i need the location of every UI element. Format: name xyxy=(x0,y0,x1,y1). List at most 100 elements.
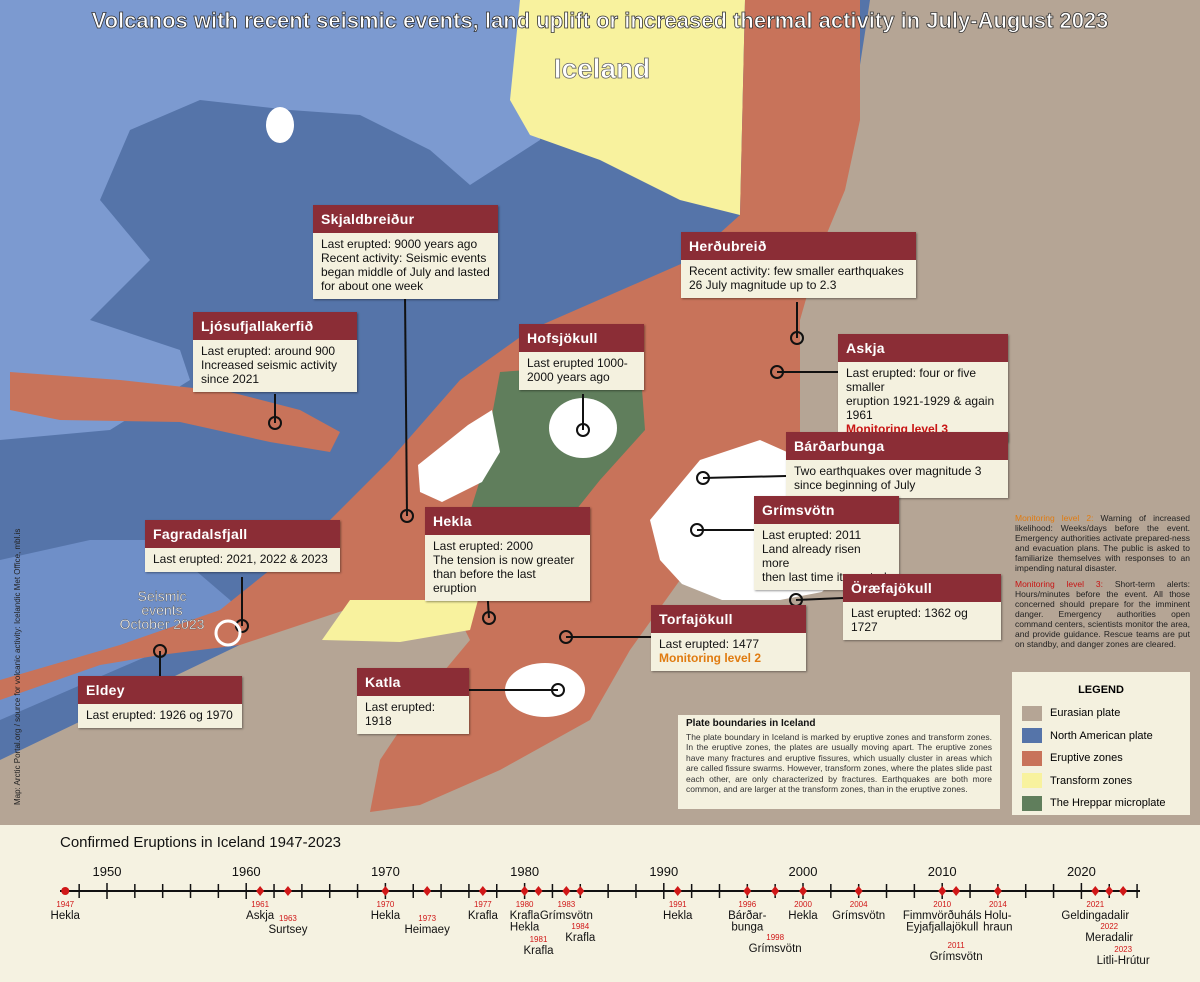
decade-label: 1950 xyxy=(93,864,122,879)
seismic-label: Seismic xyxy=(137,588,186,604)
eruption-marker xyxy=(283,886,292,896)
callout: Torfajökull Last erupted: 1477 Monitoring … xyxy=(651,605,806,671)
eruption-name: Krafla xyxy=(510,910,541,922)
callout-body: Recent activity: few smaller earthquakes… xyxy=(681,260,916,298)
decade-label: 2020 xyxy=(1067,864,1096,879)
callout-line: Last erupted: 2011 xyxy=(762,528,862,542)
eruption-year: 1984 xyxy=(571,922,589,931)
callout-body: Last erupted: 1362 og 1727 xyxy=(843,602,1001,640)
callout-title: Katla xyxy=(357,668,469,696)
eruption-name: Hekla xyxy=(51,910,81,922)
pointer-dot xyxy=(790,331,804,345)
legend-item: The Hreppar microplate xyxy=(1012,792,1190,815)
eruption-year: 1963 xyxy=(279,914,297,923)
legend-swatch xyxy=(1022,773,1042,789)
callout: Fagradalsfjall Last erupted: 2021, 2022 &… xyxy=(145,520,340,572)
eruption-name: Krafla xyxy=(468,910,499,922)
decade-label: 1980 xyxy=(510,864,539,879)
transform-north xyxy=(510,0,745,215)
callout-line: 26 July magnitude up to 2.3 xyxy=(689,278,837,292)
callout-line: Recent activity: few smaller earthquakes xyxy=(689,264,904,278)
callout-line: eruption 1921-1929 & again 1961 xyxy=(846,394,995,422)
callout-body: Last erupted: 2021, 2022 & 2023 xyxy=(145,548,340,572)
callout-title: Hekla xyxy=(425,507,590,535)
eruption-name: Hekla xyxy=(663,910,693,922)
eruption-name: Krafla xyxy=(565,932,596,944)
timeline-bg xyxy=(0,825,1200,982)
eruption-marker xyxy=(771,886,780,896)
eruption-marker xyxy=(381,886,390,896)
seismic-ring xyxy=(214,619,242,647)
eruption-name: hraun xyxy=(983,922,1012,934)
eruption-name: Litli-Hrútur xyxy=(1097,955,1150,967)
callout-body: Last erupted: around 900 Increased seismi… xyxy=(193,340,357,392)
timeline-title: Confirmed Eruptions in Iceland 1947-2023 xyxy=(60,834,341,851)
pointer-dot xyxy=(770,365,784,379)
monitoring-note: Monitoring level 3: Short-term alerts: H… xyxy=(1015,579,1190,649)
eruption-year: 1983 xyxy=(557,900,575,909)
legend-title: LEGEND xyxy=(1078,684,1124,696)
transform-south xyxy=(322,600,478,642)
monitoring-label: Monitoring level 3: xyxy=(1015,579,1103,589)
title: Volcanos with recent seismic events, lan… xyxy=(92,8,1109,33)
plate-info-title: Plate boundaries in Iceland xyxy=(686,718,816,729)
callout-line: Land already risen more xyxy=(762,542,861,570)
eruption-name: Krafla xyxy=(523,945,554,957)
eruption-year: 2021 xyxy=(1086,900,1104,909)
eruption-name: Surtsey xyxy=(268,924,307,936)
callout-line: than before the last eruption xyxy=(433,567,536,595)
callout-body: Last erupted: 1926 og 1970 xyxy=(78,704,242,728)
ocean xyxy=(0,0,560,440)
pointer-dot xyxy=(268,416,282,430)
callout-title: Fagradalsfjall xyxy=(145,520,340,548)
eruption-year: 1996 xyxy=(738,900,756,909)
pointer-dot xyxy=(559,630,573,644)
plate-info-text: The plate boundary in Iceland is marked … xyxy=(686,731,992,795)
eruption-name: Heimaey xyxy=(404,924,450,936)
eruption-marker xyxy=(673,886,682,896)
eruption-year: 2022 xyxy=(1100,922,1118,931)
callout: Askja Last erupted: four or five smaller e… xyxy=(838,334,1008,442)
eruption-year: 1970 xyxy=(377,900,395,909)
eruption-name: Holu- xyxy=(984,910,1012,922)
callout-title: Bárðarbunga xyxy=(786,432,1008,460)
decade-label: 1970 xyxy=(371,864,400,879)
eruption-name: Hekla xyxy=(510,922,540,934)
eruption-name: Bárðar- xyxy=(728,910,767,922)
eruption-year: 1947 xyxy=(56,900,74,909)
eruption-year: 1961 xyxy=(251,900,269,909)
eruption-year: 1977 xyxy=(474,900,492,909)
legend-label: The Hreppar microplate xyxy=(1050,797,1166,810)
pointer-line xyxy=(404,294,408,517)
pointer-line xyxy=(702,475,787,479)
monitoring-notes: Monitoring level 2: Warning of increased… xyxy=(1015,513,1190,655)
eruption-name: Eyjafjallajökull xyxy=(906,922,978,934)
callout-body: Last erupted: 9000 years ago Recent activ… xyxy=(313,233,498,299)
legend: LEGEND Eurasian plate North American plat… xyxy=(1012,672,1190,815)
glacier-langjokull xyxy=(418,410,500,502)
timeline: 1950 1960 1970 1980 1990 2000 2010 20201947Hekl… xyxy=(51,864,1150,967)
callout: Eldey Last erupted: 1926 og 1970 xyxy=(78,676,242,728)
callout-body: Two earthquakes over magnitude 3 since be… xyxy=(786,460,1008,498)
eruption-year: 1981 xyxy=(530,935,548,944)
callout: Herðubreið Recent activity: few smaller e… xyxy=(681,232,916,298)
eruption-marker xyxy=(256,886,265,896)
callout-body: Last erupted: 2011 Land already risen mor… xyxy=(754,524,899,590)
legend-item: Eruptive zones xyxy=(1012,747,1190,770)
pointer-dot xyxy=(690,523,704,537)
callout-line: Last erupted: four or five smaller xyxy=(846,366,977,394)
monitoring-label: Monitoring level 2: xyxy=(1015,513,1094,523)
eruption-marker xyxy=(520,886,529,896)
callout-title: Askja xyxy=(838,334,1008,362)
callout-line: Last erupted 1000- xyxy=(527,356,628,370)
callout: Hekla Last erupted: 2000 The tension is no… xyxy=(425,507,590,601)
callout-line: began middle of July and lasted xyxy=(321,265,490,279)
eruption-year: 1973 xyxy=(418,914,436,923)
callout-line: since beginning of July xyxy=(794,478,916,492)
decade-label: 2010 xyxy=(928,864,957,879)
callout-body: Last erupted: 1477 Monitoring level 2 xyxy=(651,633,806,671)
callout-line: Last erupted: 1477 xyxy=(659,637,760,651)
eruption-marker xyxy=(478,886,487,896)
eruption-marker xyxy=(61,887,70,895)
